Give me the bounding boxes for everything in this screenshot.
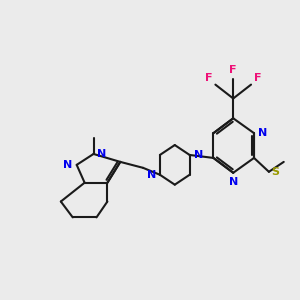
Text: N: N bbox=[229, 177, 238, 187]
Text: S: S bbox=[271, 167, 279, 177]
Text: N: N bbox=[194, 150, 203, 160]
Text: F: F bbox=[205, 73, 212, 82]
Text: N: N bbox=[147, 170, 156, 180]
Text: N: N bbox=[64, 160, 73, 170]
Text: F: F bbox=[254, 73, 262, 82]
Text: F: F bbox=[230, 65, 237, 75]
Text: N: N bbox=[258, 128, 267, 138]
Text: N: N bbox=[98, 149, 107, 159]
